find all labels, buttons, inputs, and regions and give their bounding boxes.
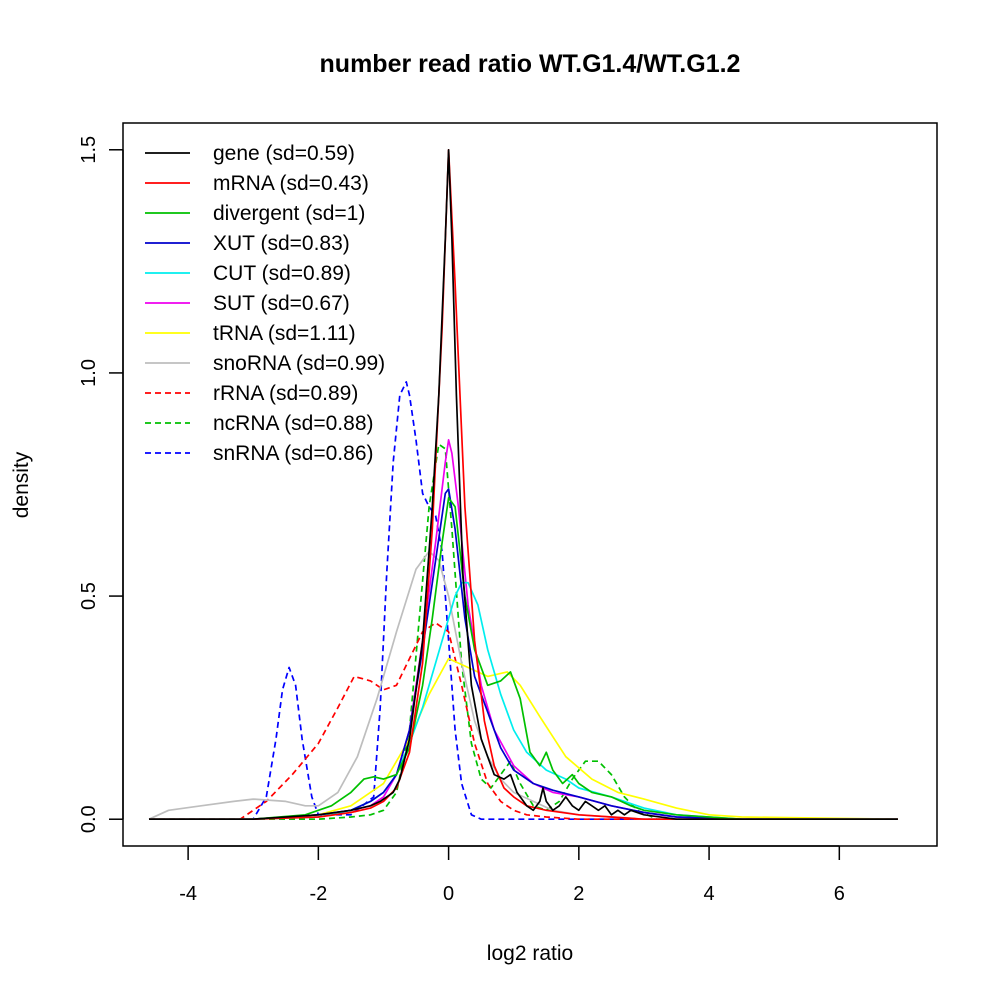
x-tick-label: -4 bbox=[179, 883, 197, 905]
series-line-ncrna bbox=[149, 443, 898, 821]
legend-label-divergent: divergent (sd=1) bbox=[213, 202, 365, 225]
chart-title: number read ratio WT.G1.4/WT.G1.2 bbox=[320, 50, 741, 78]
legend-label-mrna: mRNA (sd=0.43) bbox=[213, 172, 369, 195]
series-line-divergent bbox=[149, 497, 898, 821]
x-tick-label: 0 bbox=[443, 883, 454, 905]
series-line-trna bbox=[149, 657, 898, 821]
x-tick-label: -2 bbox=[309, 883, 327, 905]
legend-label-ncrna: ncRNA (sd=0.88) bbox=[213, 412, 374, 435]
x-axis-label: log2 ratio bbox=[487, 942, 573, 965]
y-tick-label: 0.5 bbox=[78, 582, 100, 610]
x-tick-label: 4 bbox=[704, 883, 715, 905]
series-line-gene bbox=[149, 148, 898, 821]
series-line-snorna bbox=[148, 550, 898, 821]
legend-label-snrna: snRNA (sd=0.86) bbox=[213, 442, 374, 465]
legend-label-gene: gene (sd=0.59) bbox=[213, 142, 355, 165]
legend-label-trna: tRNA (sd=1.11) bbox=[213, 322, 356, 345]
legend-label-snorna: snoRNA (sd=0.99) bbox=[213, 352, 385, 375]
series-curves bbox=[148, 148, 898, 821]
series-line-xut bbox=[149, 488, 898, 821]
legend: gene (sd=0.59) mRNA (sd=0.43) divergent (s… bbox=[145, 142, 385, 465]
y-tick-label: 0.0 bbox=[78, 805, 100, 833]
y-tick-label: 1.0 bbox=[78, 359, 100, 387]
x-axis: -4 -2 0 2 4 6 bbox=[179, 845, 845, 905]
x-tick-label: 6 bbox=[834, 883, 845, 905]
legend-label-xut: XUT (sd=0.83) bbox=[213, 232, 350, 255]
legend-label-rrna: rRNA (sd=0.89) bbox=[213, 382, 358, 405]
series-line-mrna bbox=[149, 148, 898, 821]
y-axis-label: density bbox=[10, 451, 33, 518]
x-tick-label: 2 bbox=[573, 883, 584, 905]
legend-label-sut: SUT (sd=0.67) bbox=[213, 292, 350, 315]
series-line-cut bbox=[149, 581, 898, 821]
y-tick-label: 1.5 bbox=[78, 136, 100, 164]
y-axis: 0.0 0.5 1.0 1.5 bbox=[78, 136, 124, 833]
series-line-sut bbox=[149, 439, 898, 821]
legend-label-cut: CUT (sd=0.89) bbox=[213, 262, 351, 285]
series-line-snrna bbox=[149, 381, 898, 821]
